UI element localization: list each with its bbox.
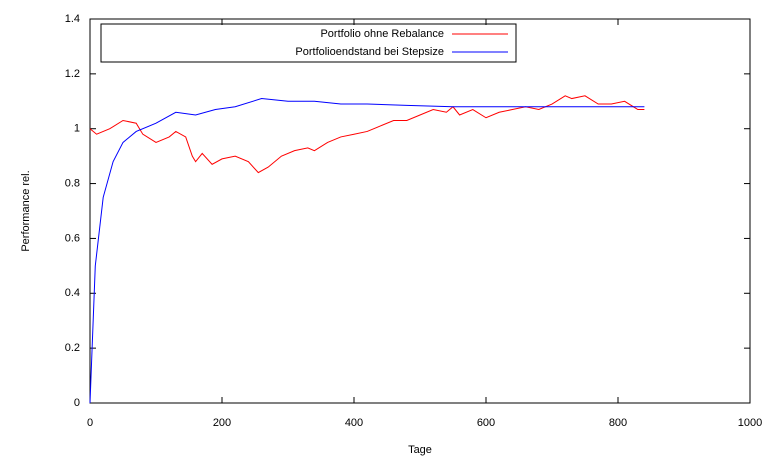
y-tick-label: 1.4 — [65, 13, 80, 25]
y-tick-label: 0 — [74, 397, 80, 409]
legend-label: Portfolioendstand bei Stepsize — [295, 46, 444, 58]
y-tick-label: 0.4 — [65, 287, 80, 299]
x-axis-label: Tage — [408, 444, 432, 456]
x-tick-label: 0 — [87, 417, 93, 429]
line — [89, 98, 645, 404]
x-tick-label: 400 — [345, 417, 363, 429]
y-tick-label: 1 — [74, 123, 80, 135]
y-axis-label: Performance rel. — [20, 170, 32, 251]
legend-box — [100, 23, 517, 63]
legend-label: Portfolio ohne Rebalance — [320, 28, 444, 40]
y-tick-label: 1.2 — [65, 68, 80, 80]
y-tick-label: 0.8 — [65, 177, 80, 189]
x-tick-label: 800 — [609, 417, 627, 429]
x-tick-label: 600 — [477, 417, 495, 429]
x-tick-label: 200 — [213, 417, 231, 429]
plot-frame — [89, 18, 751, 404]
x-tick-label: 1000 — [738, 417, 762, 429]
y-tick-label: 0.6 — [65, 232, 80, 244]
y-tick-label: 0.2 — [65, 342, 80, 354]
line — [89, 95, 645, 174]
